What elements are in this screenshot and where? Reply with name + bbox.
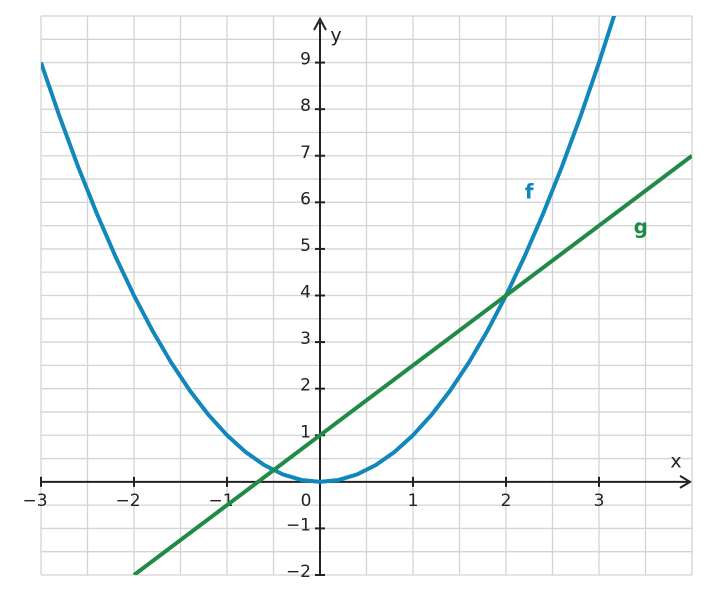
y-tick-label: 1 — [300, 422, 311, 442]
y-tick-label: 9 — [300, 50, 311, 70]
y-tick-label: 2 — [300, 376, 311, 396]
y-tick-label: 5 — [300, 236, 311, 256]
y-tick-label: 4 — [300, 283, 311, 303]
x-tick-label: 0 — [301, 491, 312, 511]
x-tick-label: −3 — [22, 491, 47, 511]
x-axis-label: x — [670, 450, 681, 472]
y-tick-label: −2 — [286, 562, 311, 582]
series-line — [132, 154, 692, 575]
y-tick-label: −1 — [286, 515, 311, 535]
y-arrow — [313, 16, 327, 31]
y-tick-label: 6 — [300, 189, 311, 209]
y-axis-label: y — [330, 25, 341, 47]
x-tick-label: −2 — [115, 491, 140, 511]
labels: fg — [525, 180, 648, 239]
x-tick-label: 1 — [408, 491, 419, 511]
y-tick-label: 7 — [300, 143, 311, 163]
y-tick-label: 3 — [300, 329, 311, 349]
lines — [41, 16, 692, 575]
series-label: g — [634, 214, 648, 238]
series-label: f — [525, 180, 534, 204]
x-tick-label: 2 — [501, 491, 512, 511]
y-tick-label: 8 — [300, 96, 311, 116]
x-arrow — [679, 474, 692, 489]
x-tick-label: 3 — [594, 491, 605, 511]
series-line — [41, 16, 617, 484]
